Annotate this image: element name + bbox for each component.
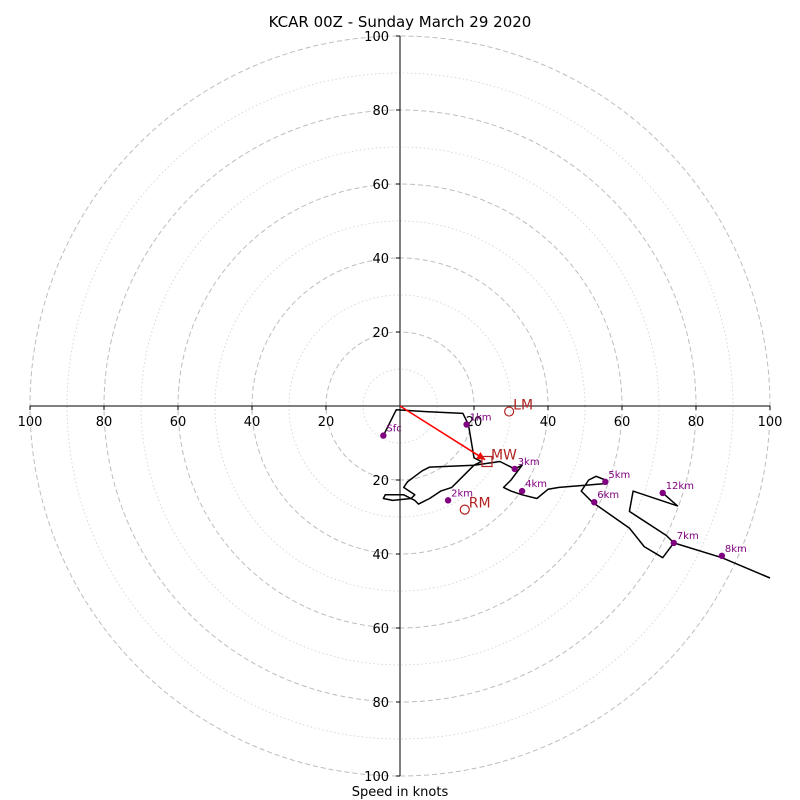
x-axis-label: Speed in knots [352,785,449,800]
storm-marker-label: RM [469,496,491,512]
tick-labels: 100 80 60 40 20 20 40 60 80 100 100 80 60 40 20 20 40 60 8… [18,30,783,785]
storm-marker-circle [459,504,470,515]
storm-marker-circle [504,406,515,417]
x-tick-label: 100 [18,415,43,430]
y-tick-label: 100 [364,770,389,785]
x-tick-label: 60 [614,415,631,430]
height-marker-label: 2km [451,488,473,499]
height-markers: Sfc 1km 2km 3km 4km 5km 6km 7km 8km 12km [380,413,747,560]
height-marker-dot [718,552,726,560]
height-marker-dot [659,489,666,497]
x-tick-label: 80 [96,415,113,430]
height-marker-dot [602,478,609,486]
x-tick-label: 20 [318,415,335,430]
x-tick-label: 40 [244,415,261,430]
height-marker-label: 4km [525,479,547,490]
chart-title: KCAR 00Z - Sunday March 29 2020 [269,13,532,31]
x-tick-label: 20 [466,415,483,430]
height-marker-label: 5km [608,470,630,481]
height-marker-label: 3km [518,457,540,468]
y-tick-label: 20 [372,474,389,489]
y-tick-label: 40 [372,252,389,267]
y-tick-label: 20 [372,326,389,341]
y-tick-label: 40 [372,548,389,563]
height-marker-dot [380,432,387,439]
storm-marker-label: LM [513,398,533,414]
height-marker-dot [463,421,470,428]
mean-wind-arrowhead [476,451,486,460]
x-tick-label: 100 [758,415,783,430]
x-tick-label: 60 [170,415,187,430]
height-marker-dot [444,497,452,504]
height-marker-label: 1km [470,413,492,424]
x-tick-label: 40 [540,415,557,430]
height-marker-dot [511,465,518,473]
height-marker-label: Sfc [386,424,401,435]
storm-motion-markers: LM MW RM [459,398,533,515]
height-marker-label: 12km [666,481,694,492]
x-tick-label: 80 [688,415,705,430]
storm-marker-label: MW [491,448,517,464]
mean-wind-arrow [399,405,486,461]
y-tick-label: 80 [372,104,389,119]
y-tick-label: 60 [372,178,389,193]
y-tick-label: 80 [372,696,389,711]
height-marker-label: 6km [597,490,619,501]
height-marker-dot [518,487,526,495]
hodograph-trace-upper [673,542,771,579]
y-tick-label: 100 [364,30,389,45]
storm-marker-square [481,455,493,468]
height-marker-label: 7km [677,531,699,542]
height-marker-label: 8km [725,544,747,555]
hodograph-series [382,405,771,579]
y-tick-label: 60 [372,622,389,637]
height-marker-dot [591,499,598,506]
height-marker-dot [670,539,677,547]
